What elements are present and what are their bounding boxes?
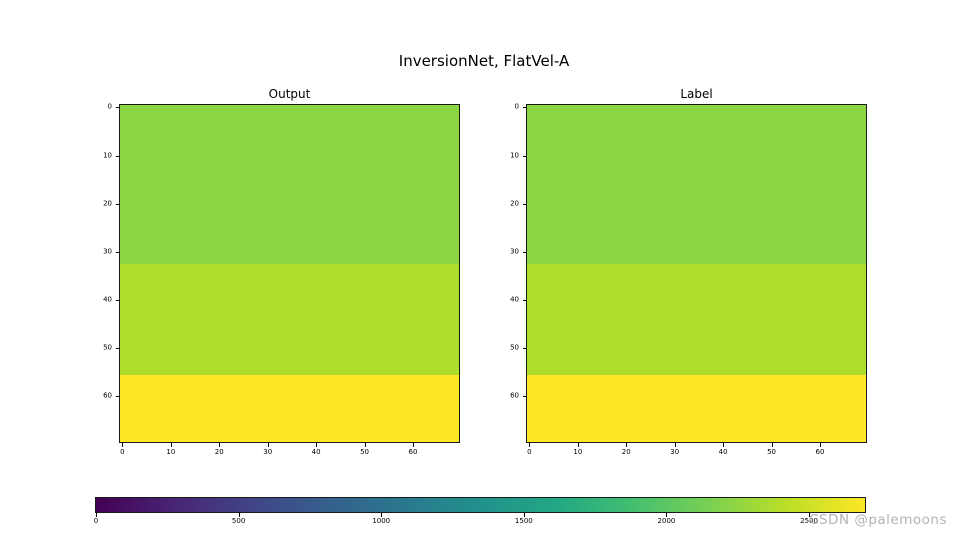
y-tick-mark (522, 203, 526, 205)
x-tick-mark (771, 443, 773, 447)
subplot-title-label: Label (680, 87, 713, 101)
x-tick-mark (626, 443, 628, 447)
x-tick-mark (529, 443, 531, 447)
y-tick-label: 10 (510, 151, 519, 160)
velocity-colorbar: 0 500 1000 1500 2000 2500 (94, 497, 866, 525)
x-tick-label: 60 (815, 448, 825, 456)
x-tick-label: 10 (166, 448, 176, 456)
y-tick-mark (115, 203, 119, 205)
velocity-layer (527, 105, 866, 264)
velocity-layer (120, 374, 459, 443)
y-tick-mark (115, 348, 119, 350)
y-tick-label: 0 (107, 102, 112, 111)
y-tick-mark (115, 107, 119, 109)
x-tick-label: 0 (527, 448, 532, 456)
x-tick-label: 20 (214, 448, 224, 456)
x-tick-label: 10 (573, 448, 583, 456)
velocity-layer (527, 263, 866, 375)
label-heatmap: Label 0 10 20 30 40 50 60 0 10 20 30 40 50 60 (510, 87, 867, 456)
x-tick-mark (577, 443, 579, 447)
velocity-layer (527, 374, 866, 443)
x-tick-mark (122, 443, 124, 447)
colorbar-tick-label: 0 (93, 517, 99, 525)
colorbar-tick-mark (666, 513, 668, 517)
x-tick-label: 40 (718, 448, 728, 456)
y-tick-label: 0 (514, 102, 519, 111)
colorbar-tick-label: 1500 (514, 517, 533, 525)
y-tick-mark (522, 348, 526, 350)
y-tick-mark (115, 396, 119, 398)
colorbar-tick-label: 2500 (800, 517, 818, 525)
y-tick-mark (522, 107, 526, 109)
y-tick-mark (115, 299, 119, 301)
y-tick-mark (522, 251, 526, 253)
colorbar-tick-mark (238, 513, 240, 517)
velocity-layer (120, 105, 459, 264)
y-tick-label: 50 (510, 343, 519, 352)
colorbar-tick-mark (809, 513, 811, 517)
y-tick-label: 60 (103, 391, 112, 400)
x-tick-mark (316, 443, 318, 447)
y-tick-label: 30 (510, 247, 519, 256)
x-tick-label: 20 (621, 448, 631, 456)
y-tick-label: 10 (103, 151, 112, 160)
colorbar-tick-mark (381, 513, 383, 517)
velocity-layer (120, 263, 459, 375)
x-tick-label: 50 (360, 448, 370, 456)
x-tick-mark (364, 443, 366, 447)
y-tick-label: 30 (103, 247, 112, 256)
x-tick-mark (723, 443, 725, 447)
x-tick-label: 0 (120, 448, 125, 456)
y-tick-label: 50 (103, 343, 112, 352)
colorbar-tick-label: 1000 (372, 517, 391, 525)
output-heatmap: Output 0 10 20 30 40 50 60 0 10 20 30 40 50 60 (103, 87, 460, 456)
y-tick-mark (522, 155, 526, 157)
watermark: CSDN @palemoons (809, 512, 947, 528)
x-tick-label: 50 (767, 448, 777, 456)
y-tick-mark (522, 299, 526, 301)
x-tick-label: 40 (311, 448, 321, 456)
colorbar-tick-mark (523, 513, 525, 517)
y-tick-label: 20 (510, 199, 519, 208)
x-tick-mark (674, 443, 676, 447)
y-tick-mark (115, 251, 119, 253)
y-tick-mark (115, 155, 119, 157)
y-tick-label: 60 (510, 391, 519, 400)
x-tick-mark (267, 443, 269, 447)
y-tick-label: 40 (510, 295, 519, 304)
x-tick-label: 30 (263, 448, 273, 456)
x-tick-mark (219, 443, 221, 447)
x-tick-label: 60 (408, 448, 418, 456)
y-tick-label: 20 (103, 199, 112, 208)
y-tick-mark (522, 396, 526, 398)
x-tick-mark (170, 443, 172, 447)
x-tick-mark (412, 443, 414, 447)
y-tick-label: 40 (103, 295, 112, 304)
colorbar-tick-mark (96, 513, 97, 517)
colorbar-tick-label: 2000 (657, 517, 676, 525)
colorbar-tick-label: 500 (231, 517, 246, 525)
x-tick-mark (819, 443, 821, 447)
subplot-title-output: Output (268, 87, 311, 101)
figure-title: InversionNet, FlatVel-A (398, 52, 570, 70)
x-tick-label: 30 (670, 448, 680, 456)
